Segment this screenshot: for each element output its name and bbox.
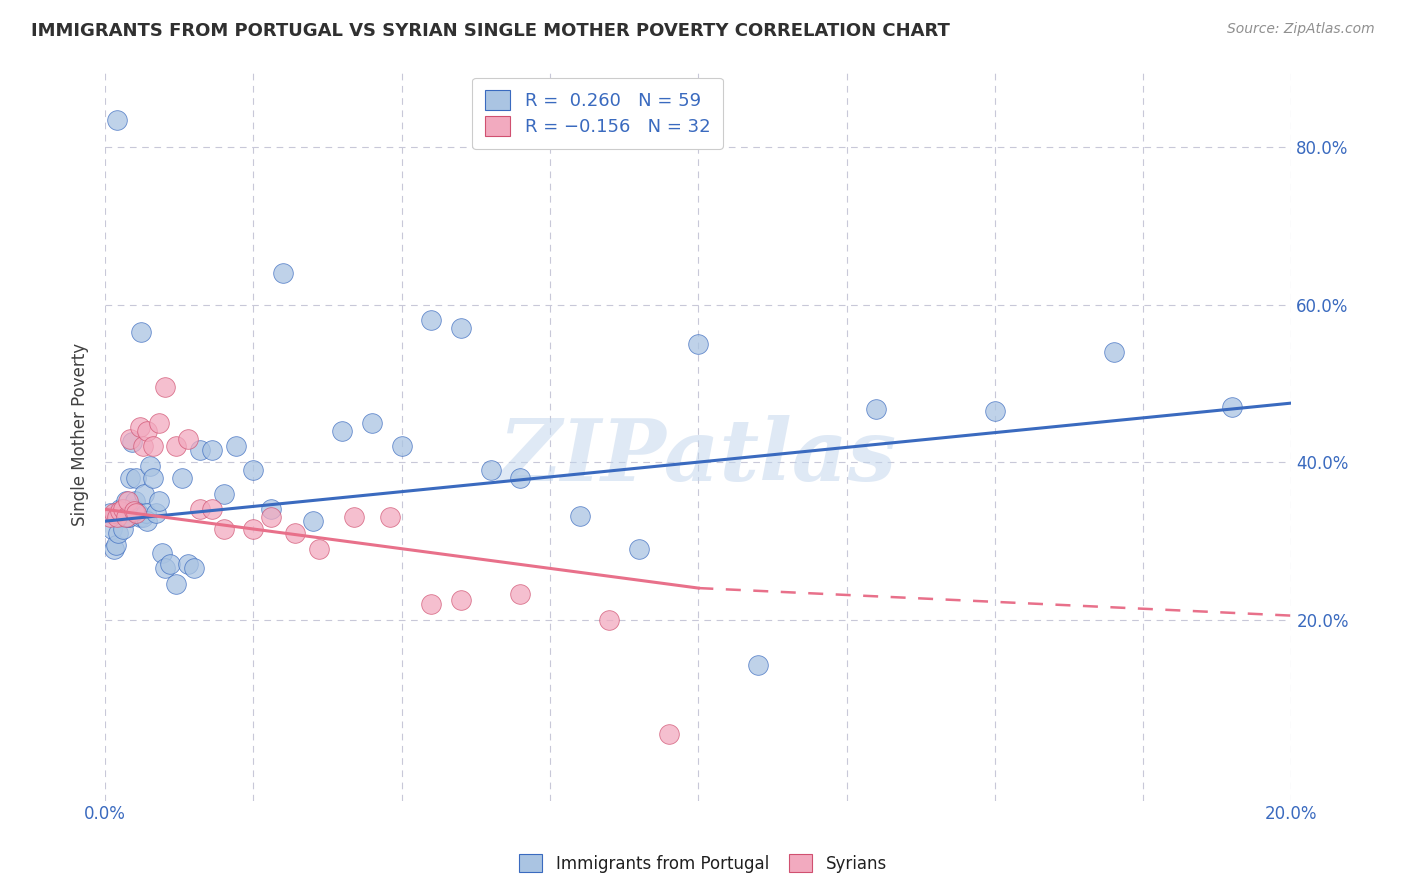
Point xyxy=(509,587,531,601)
Point xyxy=(568,508,591,523)
Point xyxy=(101,522,124,536)
Point xyxy=(148,494,170,508)
Point xyxy=(391,439,413,453)
Point xyxy=(450,593,472,607)
Point xyxy=(125,506,148,520)
Point xyxy=(112,506,135,520)
Point xyxy=(117,494,139,508)
Point xyxy=(260,502,283,516)
Point xyxy=(627,541,650,556)
Point xyxy=(125,471,148,485)
Point xyxy=(111,510,134,524)
Point xyxy=(165,577,187,591)
Point xyxy=(103,541,125,556)
Point xyxy=(688,337,710,351)
Point xyxy=(127,506,149,520)
Point xyxy=(131,439,153,453)
Point xyxy=(212,486,235,500)
Point xyxy=(135,514,157,528)
Legend: Immigrants from Portugal, Syrians: Immigrants from Portugal, Syrians xyxy=(512,847,894,880)
Point xyxy=(201,443,224,458)
Point xyxy=(120,432,142,446)
Point xyxy=(260,510,283,524)
Point xyxy=(165,439,187,453)
Point xyxy=(183,561,205,575)
Point xyxy=(135,424,157,438)
Point xyxy=(129,325,152,339)
Point xyxy=(177,558,200,572)
Point xyxy=(284,525,307,540)
Point xyxy=(142,471,165,485)
Point xyxy=(142,439,165,453)
Text: ZIPatlas: ZIPatlas xyxy=(499,415,897,499)
Point xyxy=(658,727,681,741)
Point xyxy=(105,112,128,127)
Point xyxy=(107,525,129,540)
Point xyxy=(301,514,323,528)
Point xyxy=(105,510,128,524)
Point xyxy=(172,471,194,485)
Point xyxy=(115,510,138,524)
Point xyxy=(332,424,354,438)
Y-axis label: Single Mother Poverty: Single Mother Poverty xyxy=(72,343,89,526)
Point xyxy=(747,658,769,673)
Point xyxy=(159,558,181,572)
Point xyxy=(153,561,176,575)
Point xyxy=(138,458,160,473)
Point xyxy=(108,502,131,516)
Point xyxy=(420,313,443,327)
Point xyxy=(115,494,138,508)
Point xyxy=(479,463,502,477)
Point xyxy=(128,510,150,524)
Point xyxy=(343,510,366,524)
Point xyxy=(212,522,235,536)
Point xyxy=(984,404,1007,418)
Point xyxy=(378,510,401,524)
Point xyxy=(111,502,134,516)
Point xyxy=(108,504,131,518)
Point xyxy=(271,266,294,280)
Text: Source: ZipAtlas.com: Source: ZipAtlas.com xyxy=(1227,22,1375,37)
Point xyxy=(188,502,211,516)
Point xyxy=(865,401,887,416)
Point xyxy=(121,435,143,450)
Point xyxy=(598,613,620,627)
Point xyxy=(177,432,200,446)
Point xyxy=(118,510,141,524)
Point xyxy=(242,522,264,536)
Point xyxy=(111,522,134,536)
Point xyxy=(104,538,127,552)
Point xyxy=(131,510,153,524)
Point xyxy=(124,494,146,508)
Point xyxy=(117,510,139,524)
Point xyxy=(122,502,145,516)
Legend: R =  0.260   N = 59, R = −0.156   N = 32: R = 0.260 N = 59, R = −0.156 N = 32 xyxy=(472,78,723,149)
Point xyxy=(153,380,176,394)
Point xyxy=(120,471,142,485)
Point xyxy=(361,416,384,430)
Point xyxy=(1102,345,1125,359)
Point xyxy=(150,546,173,560)
Point xyxy=(1220,400,1243,414)
Point xyxy=(148,416,170,430)
Point xyxy=(308,541,330,556)
Point xyxy=(128,419,150,434)
Point xyxy=(98,506,121,520)
Point xyxy=(225,439,247,453)
Point xyxy=(135,506,157,520)
Point xyxy=(420,597,443,611)
Point xyxy=(145,506,167,520)
Text: IMMIGRANTS FROM PORTUGAL VS SYRIAN SINGLE MOTHER POVERTY CORRELATION CHART: IMMIGRANTS FROM PORTUGAL VS SYRIAN SINGL… xyxy=(31,22,950,40)
Point xyxy=(509,471,531,485)
Point xyxy=(132,486,155,500)
Point xyxy=(98,510,121,524)
Point xyxy=(242,463,264,477)
Point xyxy=(122,504,145,518)
Point xyxy=(450,321,472,335)
Point xyxy=(188,443,211,458)
Point xyxy=(103,506,125,520)
Point xyxy=(201,502,224,516)
